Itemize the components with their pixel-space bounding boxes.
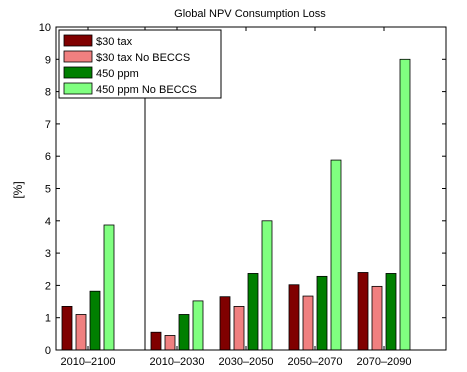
legend-swatch-3 xyxy=(63,82,93,95)
bar-4-3 xyxy=(399,58,411,351)
x-tick-label-1: 2010–2030 xyxy=(149,356,204,368)
y-tick-label-1: 1 xyxy=(45,313,51,325)
x-tick-label-0: 2010–2100 xyxy=(60,356,115,368)
legend-label-2: 450 ppm xyxy=(96,68,139,80)
bar-2-0 xyxy=(219,296,231,351)
y-tick-label-3: 3 xyxy=(45,248,51,260)
bar-4-1 xyxy=(371,285,383,351)
y-axis-label: [%] xyxy=(11,181,25,198)
legend-label-0: $30 tax xyxy=(96,36,133,48)
bar-1-1 xyxy=(164,335,176,351)
y-tick-label-7: 7 xyxy=(45,119,51,131)
legend-swatch-2 xyxy=(63,66,93,79)
bar-0-1 xyxy=(75,314,87,351)
x-tick-label-4: 2070–2090 xyxy=(356,356,411,368)
legend-swatch-0 xyxy=(63,34,93,47)
bar-4-2 xyxy=(385,273,397,351)
bar-1-2 xyxy=(178,314,190,351)
legend-swatch-1 xyxy=(63,50,93,63)
y-tick-label-9: 9 xyxy=(45,54,51,66)
bar-4-0 xyxy=(357,272,369,351)
legend-label-1: $30 tax No BECCS xyxy=(96,52,190,64)
y-tick-label-0: 0 xyxy=(45,345,51,357)
bar-1-3 xyxy=(192,300,204,351)
y-tick-label-4: 4 xyxy=(45,216,51,228)
axes-layer: 0 1 2 3 4 5 6 7 8 9 10 2010–2100 2010–2030 2030–2050 2… xyxy=(39,22,447,368)
x-tick-label-2: 2030–2050 xyxy=(218,356,273,368)
bar-2-1 xyxy=(233,305,245,351)
y-tick-label-6: 6 xyxy=(45,151,51,163)
x-tick-label-3: 2050–2070 xyxy=(287,356,342,368)
bar-2-3 xyxy=(261,220,273,351)
bar-0-3 xyxy=(103,224,115,351)
bar-3-1 xyxy=(302,295,314,351)
legend: $30 tax $30 tax No BECCS 450 ppm 450 ppm No… xyxy=(58,29,222,99)
bars-layer xyxy=(61,58,411,351)
bar-0-0 xyxy=(61,305,73,351)
bar-0-2 xyxy=(89,290,101,351)
y-tick-label-8: 8 xyxy=(45,87,51,99)
y-tick-label-10: 10 xyxy=(39,22,51,34)
y-tick-label-2: 2 xyxy=(45,280,51,292)
legend-label-3: 450 ppm No BECCS xyxy=(96,84,197,96)
bar-1-0 xyxy=(150,331,162,351)
chart-title: Global NPV Consumption Loss xyxy=(174,8,326,20)
y-tick-label-5: 5 xyxy=(45,184,51,196)
bar-3-2 xyxy=(316,275,328,351)
bar-2-2 xyxy=(247,273,259,351)
bar-3-3 xyxy=(330,159,342,351)
bar-3-0 xyxy=(288,284,300,351)
